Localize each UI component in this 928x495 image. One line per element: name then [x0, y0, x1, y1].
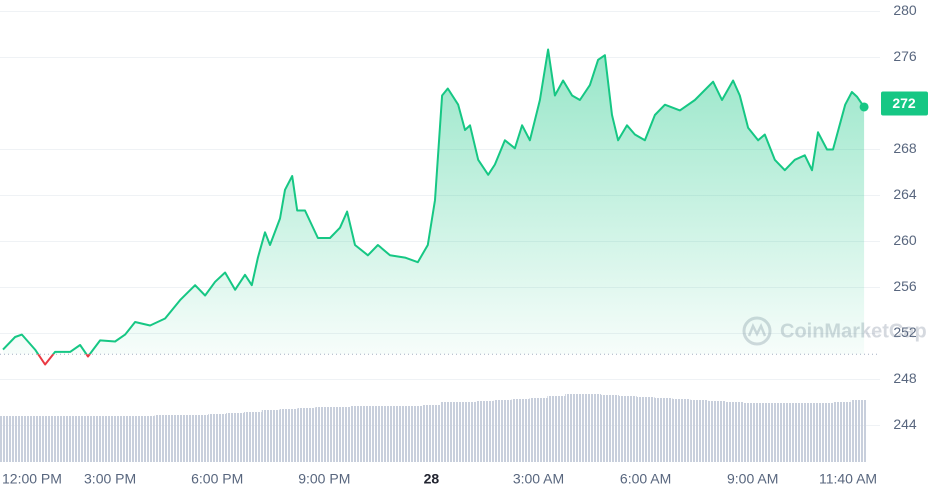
volume-bar	[565, 394, 584, 462]
volume-bar	[0, 416, 12, 462]
volume-bar	[850, 400, 866, 462]
x-tick-label: 3:00 AM	[513, 471, 564, 487]
volume-bar	[226, 413, 245, 462]
x-tick-label: 6:00 AM	[620, 471, 671, 487]
x-tick-label: 11:40 AM	[819, 471, 877, 487]
volume-bar	[583, 394, 602, 462]
volume-bar	[118, 416, 137, 462]
price-badge-label: 272	[892, 95, 916, 111]
volume-bar	[368, 406, 387, 462]
volume-bar	[190, 415, 209, 462]
volume-bar	[690, 400, 709, 462]
price-area	[3, 49, 865, 355]
volume-bar	[475, 401, 494, 462]
y-tick-label: 252	[893, 324, 917, 340]
x-tick-label: 9:00 AM	[727, 471, 778, 487]
volume-bar	[315, 407, 334, 462]
y-tick-label: 256	[893, 278, 917, 294]
volume-bar	[29, 416, 48, 462]
volume-bar	[83, 416, 102, 462]
x-tick-label: 9:00 PM	[298, 471, 350, 487]
volume-bar	[261, 410, 280, 462]
y-tick-label: 276	[893, 48, 917, 64]
volume-bar	[11, 416, 30, 462]
volume-bar	[243, 412, 262, 462]
volume-bar	[172, 415, 191, 462]
y-tick-label: 244	[893, 416, 917, 432]
price-badge	[881, 91, 928, 116]
volume-bar	[779, 403, 798, 462]
volume-bar	[708, 401, 726, 462]
y-tick-label: 280	[893, 2, 917, 18]
volume-bar	[832, 402, 851, 462]
y-tick-label: 248	[893, 370, 917, 386]
volume-bar	[333, 407, 352, 462]
volume-bar	[136, 416, 155, 462]
volume-bar	[279, 409, 298, 462]
x-tick-label: 28	[424, 471, 440, 487]
volume-bar	[404, 406, 423, 462]
y-tick-label: 268	[893, 140, 917, 156]
volume-bar	[511, 399, 530, 462]
last-point	[859, 102, 869, 112]
volume-bar	[154, 415, 173, 462]
volume-bar	[297, 408, 316, 462]
y-tick-label: 264	[893, 186, 917, 202]
volume-bar	[458, 402, 477, 462]
volume-bar	[440, 402, 459, 462]
volume-bar	[208, 414, 227, 462]
volume-bar	[386, 406, 405, 462]
volume-bar	[672, 399, 691, 462]
price-line-up	[2, 48, 865, 355]
x-tick-label: 12:00 PM	[2, 471, 62, 487]
volume-bar	[654, 398, 673, 462]
volume-bar	[743, 403, 762, 462]
volume-bar	[351, 406, 369, 462]
y-tick-label: 260	[893, 232, 917, 248]
volume-bar	[422, 405, 441, 462]
volume-bar	[761, 403, 780, 462]
x-tick-label: 3:00 PM	[84, 471, 136, 487]
volume-bar	[47, 416, 66, 462]
volume-bar	[65, 416, 84, 462]
volume-bar	[529, 398, 548, 462]
volume-bar	[797, 403, 816, 462]
volume-bar	[101, 416, 120, 462]
volume-bar	[600, 395, 619, 462]
volume-bar	[636, 397, 655, 462]
volume-bar	[493, 400, 512, 462]
volume-bar	[725, 402, 744, 462]
volume-bar	[618, 396, 637, 462]
x-tick-label: 6:00 PM	[191, 471, 243, 487]
volume-bar	[815, 403, 834, 462]
volume-bar	[547, 396, 566, 462]
